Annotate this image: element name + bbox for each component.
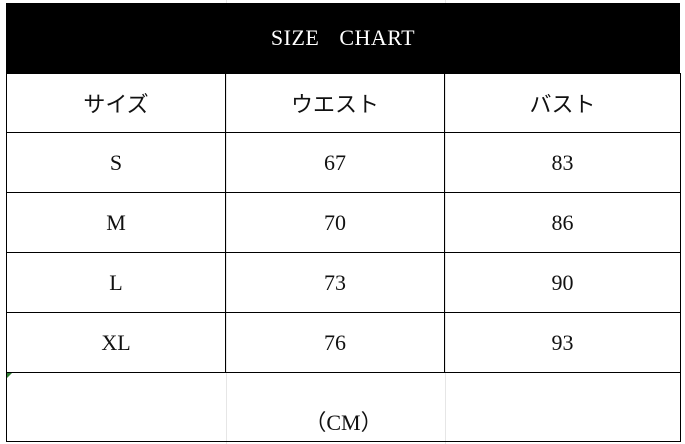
bust-cell: 86 [444, 192, 681, 253]
size-chart-title: SIZE CHART [6, 3, 680, 73]
bust-cell: 93 [444, 312, 681, 373]
table-row: S 67 83 [6, 132, 681, 193]
unit-note: （CM） [304, 410, 383, 435]
header-row: サイズ ウエスト バスト [6, 73, 681, 133]
bust-cell: 83 [444, 132, 681, 193]
size-cell: S [6, 132, 226, 193]
column-header-waist: ウエスト [225, 73, 445, 133]
column-header-bust: バスト [444, 73, 681, 133]
table-row: XL 76 93 [6, 312, 681, 373]
waist-cell: 70 [225, 192, 445, 253]
table-row: L 73 90 [6, 252, 681, 313]
size-cell: M [6, 192, 226, 253]
waist-cell: 76 [225, 312, 445, 373]
unit-note-cell: （CM） [6, 372, 681, 442]
size-cell: XL [6, 312, 226, 373]
cell-comment-marker-icon [7, 373, 12, 378]
footer-row: （CM） [6, 372, 681, 442]
table-row: M 70 86 [6, 192, 681, 253]
column-header-size: サイズ [6, 73, 226, 133]
waist-cell: 73 [225, 252, 445, 313]
waist-cell: 67 [225, 132, 445, 193]
size-cell: L [6, 252, 226, 313]
size-chart-table: サイズ ウエスト バスト S 67 83 M 70 86 L 73 90 XL … [6, 73, 681, 442]
bust-cell: 90 [444, 252, 681, 313]
